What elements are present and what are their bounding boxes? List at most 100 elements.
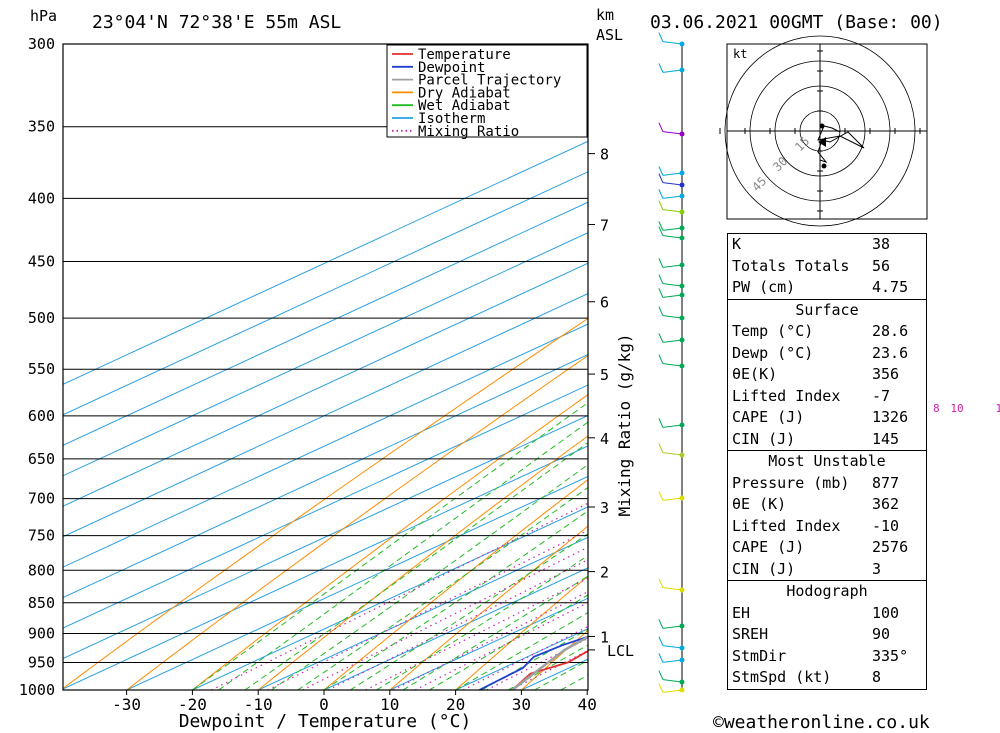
pressure-tick-label: 800: [28, 561, 55, 579]
mixing-ratio-label: 16: [995, 402, 1000, 415]
hodograph-index-value: 335°: [872, 646, 909, 665]
surface-index-value: 145: [872, 429, 900, 448]
wet-adiabat-line: [350, 533, 588, 690]
temperature-tick-label: -20: [178, 695, 207, 714]
surface-index-row: Lifted Index -7: [728, 386, 926, 408]
plot-frame: [62, 43, 589, 691]
wind-barb-staff: [662, 69, 683, 73]
temperature-tick-label: 40: [578, 695, 597, 714]
wet-adiabat-line: [323, 510, 588, 690]
wind-barb-flag: [658, 173, 664, 183]
general-index-value: 4.75: [872, 278, 909, 296]
wind-barb-staff: [662, 315, 683, 319]
general-index-row: K 38: [728, 234, 926, 256]
lcl-label: LCL: [607, 642, 634, 660]
isotherm-line: [323, 567, 588, 690]
wind-barb-flag: [658, 619, 664, 629]
wet-adiabat-line: [376, 555, 588, 690]
surface-index-value: -7: [872, 386, 891, 405]
wind-barb-staff: [662, 209, 683, 213]
dry-adiabat-line: [916, 44, 1000, 690]
km-label: km: [596, 6, 614, 24]
wind-barb-staff: [662, 363, 683, 367]
indices-panel: K 38 Totals Totals 56 PW (cm) 4.75 Surface Te…: [727, 233, 927, 690]
mixing-ratio-line: [211, 502, 588, 690]
dry-adiabat-line: [389, 525, 588, 690]
axes: 3003504004505005506006507007508008509009…: [19, 35, 1000, 714]
legend-entry: Parcel Trajectory: [418, 73, 561, 89]
most-unstable-index-label: Lifted Index: [732, 516, 841, 535]
hodograph-index-row: StmSpd (kt) 8: [728, 667, 926, 689]
most-unstable-index-row: CIN (J) 3: [728, 559, 926, 581]
legend-entry: Dewpoint: [418, 60, 485, 76]
surface-index-label: θE(K): [732, 365, 778, 383]
pressure-tick-label: 350: [28, 118, 55, 136]
legend-entry: Isotherm: [418, 111, 485, 127]
mixing-ratio-axis-title: Mixing Ratio (g/kg): [615, 333, 634, 516]
wind-barb-staff: [662, 235, 683, 239]
general-index-value: 56: [872, 256, 891, 275]
hodograph-title: Hodograph: [786, 582, 868, 600]
height-tick-label: 2: [600, 564, 609, 582]
isotherm-line: [126, 475, 588, 690]
wind-barb-staff: [662, 452, 683, 456]
hodograph-index-label: StmDir: [732, 646, 787, 665]
pressure-tick-label: 500: [28, 309, 55, 327]
surface-index-row: Temp (°C) 28.6: [728, 321, 926, 343]
dry-adiabat-line: [982, 44, 1000, 690]
isotherm-line: [63, 232, 588, 477]
general-index-label: K: [732, 235, 742, 253]
wind-barb-staff: [662, 497, 683, 501]
pressure-tick-label: 450: [28, 253, 55, 271]
wind-barb-staff: [662, 679, 683, 683]
isotherm-line: [257, 536, 588, 690]
temperature-tick-label: 20: [446, 695, 465, 714]
hodograph-index-row: EH 100: [728, 603, 926, 625]
general-index-row: Totals Totals 56: [728, 256, 926, 278]
wind-barb-flag: [658, 354, 664, 364]
wind-barb-staff: [662, 294, 683, 298]
wind-barb-flag: [658, 63, 664, 73]
surface-index-value: 1326: [872, 408, 909, 426]
surface-section: Surface Temp (°C) 28.6 Dewp (°C) 23.6 θE(K) 3…: [728, 300, 926, 451]
most-unstable-title: Most Unstable: [768, 452, 886, 470]
hodograph-unit-label: kt: [733, 47, 747, 61]
dry-adiabat-line: [323, 478, 588, 690]
wind-barb-flag: [658, 443, 664, 453]
surface-index-value: 28.6: [872, 322, 909, 340]
pressure-tick-label: 950: [28, 653, 55, 671]
location-title: 23°04'N 72°38'E 55m ASL: [92, 12, 341, 33]
hodograph-index-label: SREH: [732, 625, 769, 643]
most-unstable-index-value: 2576: [872, 538, 909, 556]
surface-index-label: CIN (J): [732, 429, 796, 448]
surface-index-row: CAPE (J) 1326: [728, 407, 926, 429]
mixing-ratio-label: 8: [933, 402, 940, 415]
temperature-tick-label: -10: [244, 695, 273, 714]
wind-barb-staff: [662, 625, 683, 629]
most-unstable-index-row: Pressure (mb) 877: [728, 473, 926, 495]
pressure-tick-label: 550: [28, 360, 55, 378]
wind-barb-flag: [658, 306, 664, 316]
hodograph-index-row: StmDir 335°: [728, 646, 926, 668]
hodograph-index-label: StmSpd (kt): [732, 668, 832, 686]
surface-index-label: Lifted Index: [732, 386, 841, 405]
wind-barb-staff: [662, 264, 683, 268]
general-index-value: 38: [872, 235, 891, 253]
hodograph-index-value: 8: [872, 668, 882, 686]
surface-index-label: Temp (°C): [732, 322, 814, 340]
mixing-ratio-label: 10: [950, 402, 963, 415]
wind-barb-flag: [658, 258, 664, 268]
x-axis-title: Dewpoint / Temperature (°C): [179, 711, 472, 732]
height-tick-label: 7: [600, 217, 609, 235]
hodograph-index-value: 90: [872, 625, 891, 643]
pressure-tick-label: 850: [28, 594, 55, 612]
hodograph-point: [821, 163, 827, 169]
surface-index-row: CIN (J) 145: [728, 429, 926, 451]
hodograph-index-label: EH: [732, 603, 751, 622]
isotherm-line: [63, 293, 588, 538]
legend-entry: Dry Adiabat: [418, 85, 511, 101]
pressure-tick-label: 750: [28, 527, 55, 545]
general-section: K 38 Totals Totals 56 PW (cm) 4.75: [728, 234, 926, 300]
wind-barb-flag: [658, 288, 664, 298]
most-unstable-index-label: CIN (J): [732, 559, 796, 578]
